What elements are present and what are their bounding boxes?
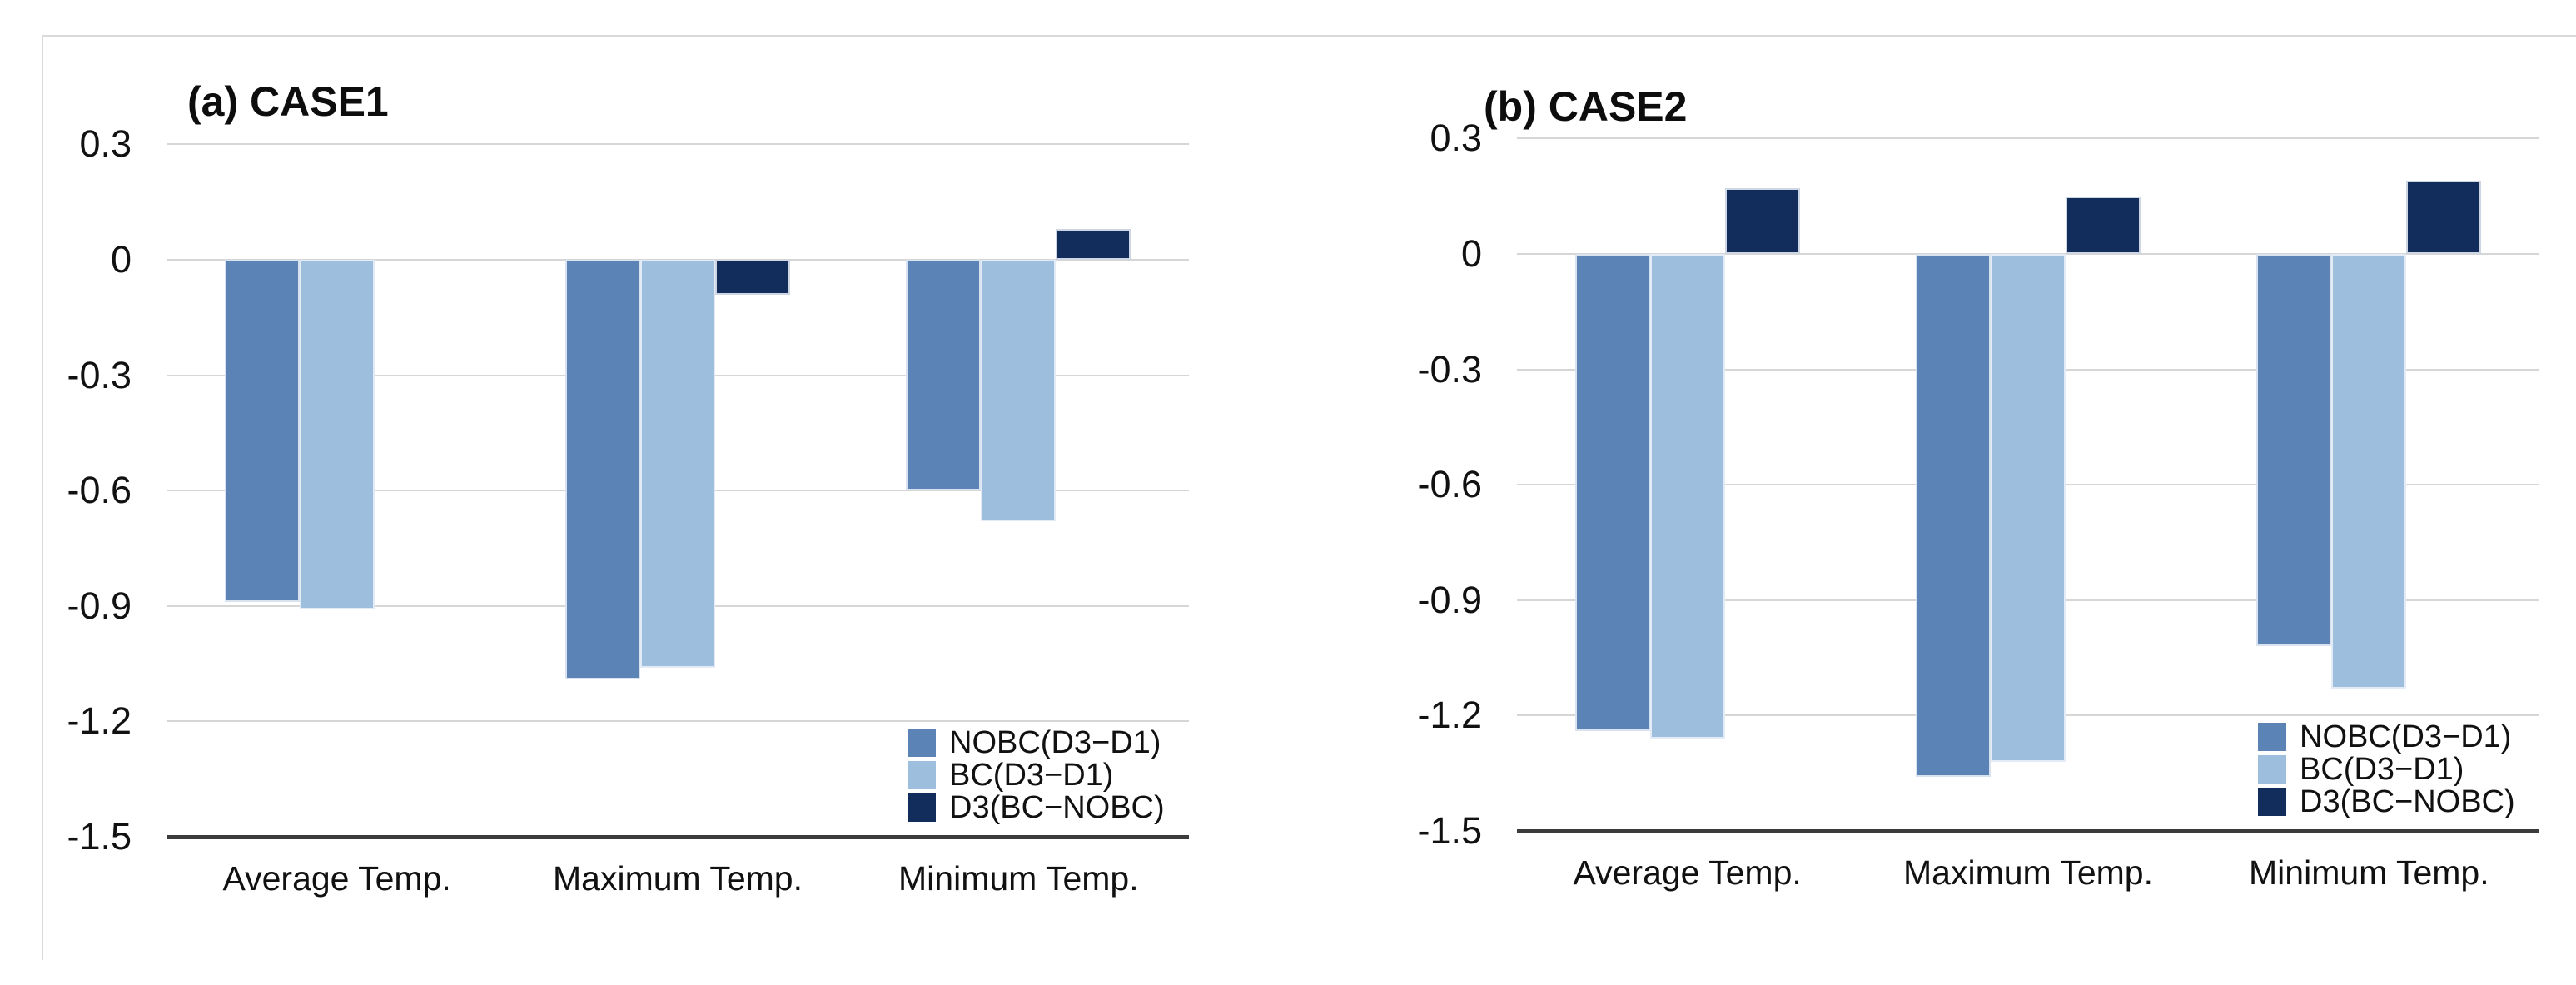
chart-title-a: (a) CASE1 xyxy=(187,78,389,125)
legend-row-nobc: NOBC(D3−D1) xyxy=(908,724,1161,760)
frame-border-top xyxy=(42,35,2576,37)
bar-d3-minimum xyxy=(1056,229,1131,260)
y-tick-label--0.9: -0.9 xyxy=(67,584,132,627)
legend-swatch-d3 xyxy=(2258,788,2286,816)
chart-case1: (a) CASE1 0.3 0 -0.3 -0.6 -0.9 -1.2 -1.5 Averag… xyxy=(0,0,1226,985)
legend-label-nobc: NOBC(D3−D1) xyxy=(949,724,1161,760)
legend-row-nobc: NOBC(D3−D1) xyxy=(2258,719,2512,754)
y-tick-label--0.3: -0.3 xyxy=(1417,347,1482,391)
y-tick-label-0: 0 xyxy=(110,238,132,281)
bar-bc-average xyxy=(299,260,375,610)
legend-label-nobc: NOBC(D3−D1) xyxy=(2300,719,2512,754)
bar-nobc-minimum xyxy=(2256,254,2332,647)
x-axis-label-minimum: Minimum Temp. xyxy=(2249,853,2489,892)
legend-swatch-nobc xyxy=(908,729,936,757)
bar-bc-minimum xyxy=(2331,254,2407,689)
y-tick-label--1.2: -1.2 xyxy=(67,699,132,743)
bar-d3-maximum xyxy=(715,260,790,295)
y-tick-label--1.2: -1.2 xyxy=(1417,694,1482,737)
y-tick-label-0: 0 xyxy=(1460,232,1482,275)
y-tick-label--0.9: -0.9 xyxy=(1417,578,1482,621)
legend-swatch-bc xyxy=(2258,755,2286,784)
bar-d3-maximum xyxy=(2066,196,2141,254)
x-axis-line xyxy=(167,835,1189,839)
legend-label-bc: BC(D3−D1) xyxy=(949,757,1114,793)
y-tick-label--0.6: -0.6 xyxy=(67,469,132,512)
legend-row-bc: BC(D3−D1) xyxy=(2258,751,2464,787)
frame-border-left xyxy=(42,35,43,960)
gridline-y-0.3 xyxy=(167,143,1189,146)
legend-row-bc: BC(D3−D1) xyxy=(908,757,1114,793)
legend-row-d3: D3(BC−NOBC) xyxy=(2258,784,2515,819)
bar-nobc-minimum xyxy=(906,260,982,491)
y-tick-label--0.3: -0.3 xyxy=(67,353,132,396)
chart-case2: (b) CASE2 0.3 0 -0.3 -0.6 -0.9 -1.2 -1.5 Averag… xyxy=(1350,0,2576,985)
x-axis-label-minimum: Minimum Temp. xyxy=(898,859,1139,898)
legend-row-d3: D3(BC−NOBC) xyxy=(908,789,1165,825)
legend-swatch-bc xyxy=(908,761,936,789)
y-tick-label-0.3: 0.3 xyxy=(1430,117,1482,160)
bar-d3-minimum xyxy=(2406,181,2482,254)
bar-nobc-average xyxy=(224,260,300,603)
bar-nobc-average xyxy=(1574,254,1650,731)
x-axis-label-average: Average Temp. xyxy=(222,859,451,898)
bar-bc-average xyxy=(1649,254,1725,739)
y-tick-label--0.6: -0.6 xyxy=(1417,463,1482,506)
bar-bc-maximum xyxy=(1991,254,2066,762)
legend-swatch-d3 xyxy=(908,793,936,822)
bar-d3-average xyxy=(1724,188,1800,254)
y-tick-label--1.5: -1.5 xyxy=(1417,809,1482,852)
legend-swatch-nobc xyxy=(2258,723,2286,751)
legend-label-d3: D3(BC−NOBC) xyxy=(949,789,1165,825)
x-axis-label-average: Average Temp. xyxy=(1573,853,1802,892)
bar-nobc-maximum xyxy=(1916,254,1991,778)
legend-label-d3: D3(BC−NOBC) xyxy=(2300,784,2515,819)
y-tick-label--1.5: -1.5 xyxy=(67,815,132,858)
x-axis-label-maximum: Maximum Temp. xyxy=(1903,853,2153,892)
chart-title-b: (b) CASE2 xyxy=(1484,83,1688,130)
gridline-y-0.3 xyxy=(1517,137,2539,140)
legend-label-bc: BC(D3−D1) xyxy=(2300,751,2464,787)
bar-nobc-maximum xyxy=(565,260,640,679)
gridline-y--1.2 xyxy=(167,720,1189,723)
bar-bc-maximum xyxy=(640,260,715,668)
bar-bc-minimum xyxy=(981,260,1057,522)
x-axis-line xyxy=(1517,829,2539,833)
x-axis-label-maximum: Maximum Temp. xyxy=(553,859,803,898)
y-tick-label-0.3: 0.3 xyxy=(79,122,132,166)
